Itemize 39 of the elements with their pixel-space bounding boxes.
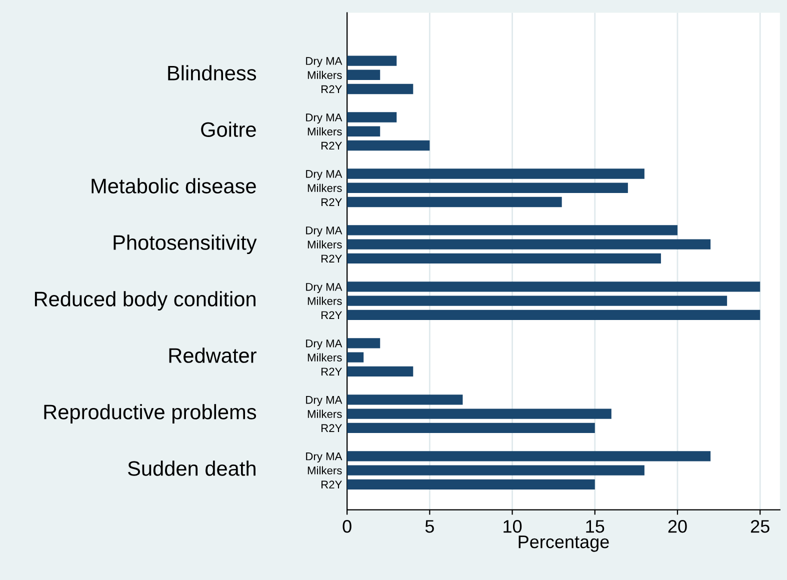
y-tick-label: Dry MA: [306, 340, 342, 350]
y-tick-label: Milkers: [308, 353, 342, 362]
y-tick-label: R2Y: [322, 480, 342, 488]
text: Goitre: [201, 122, 256, 137]
y-tick-label: R2Y: [322, 424, 342, 432]
y-tick-label: R2Y: [322, 368, 342, 376]
text: Sudden death: [128, 460, 256, 476]
x-tick-label: 25: [750, 520, 770, 533]
x-axis-title: Percentage: [518, 536, 609, 552]
y-tick-label: Milkers: [308, 240, 342, 248]
y-tick-label: R2Y: [322, 142, 342, 150]
y-tick-label: Dry MA: [306, 396, 342, 406]
x-tick-label: 20: [668, 520, 687, 533]
y-tick-label: Dry MA: [306, 226, 342, 237]
y-tick-label: Dry MA: [306, 452, 342, 462]
y-tick-label: Milkers: [308, 127, 342, 136]
text: Blindness: [168, 65, 256, 80]
y-tick-label: R2Y: [322, 85, 342, 94]
x-tick-label: 10: [504, 520, 522, 533]
y-tick-label: Dry MA: [306, 57, 342, 68]
y-tick-label: Milkers: [308, 410, 342, 418]
y-tick-label: R2Y: [322, 254, 342, 262]
y-tick-label: Milkers: [308, 466, 342, 474]
text: Reduced body condition: [34, 291, 256, 311]
y-tick-label: Dry MA: [306, 170, 342, 180]
text: Reproductive problems: [44, 404, 256, 424]
y-tick-label: Milkers: [308, 184, 342, 192]
y-tick-label: Milkers: [308, 70, 342, 80]
text: Metabolic disease: [92, 178, 256, 194]
y-tick-label: Dry MA: [306, 114, 342, 124]
y-tick-label: R2Y: [322, 311, 342, 319]
x-tick-label: 0: [342, 520, 352, 533]
text: Photosensitivity: [114, 234, 257, 254]
y-tick-label: R2Y: [322, 198, 342, 206]
text: Redwater: [169, 348, 256, 363]
y-tick-label: Milkers: [308, 296, 342, 305]
x-tick-label: 15: [586, 520, 604, 533]
x-tick-label: 5: [425, 520, 434, 533]
y-tick-label: Dry MA: [306, 283, 342, 294]
